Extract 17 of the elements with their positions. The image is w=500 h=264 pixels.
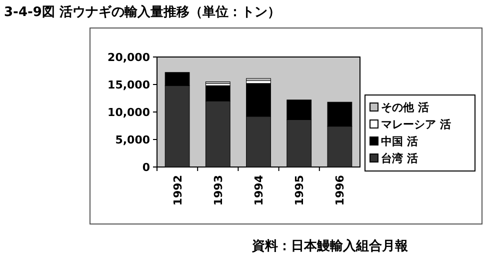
legend-label: マレーシア 活 [381,118,451,131]
title: 3-4-9図 活ウナギの輸入量推移（単位：トン） [4,5,280,20]
x-tick-label: 1992 [171,175,184,206]
y-tick-label: 20,000 [108,51,150,64]
legend-label: その他 活 [381,101,429,114]
text: 資料：日本鰻輸入組合月報 [251,238,409,254]
x-tick-label: 1996 [334,174,347,206]
y-tick-label: 0 [142,161,150,174]
y-tick-label: 15,000 [108,78,150,92]
x-tick-label: 1995 [293,175,306,206]
y-tick-label: 10,000 [108,106,150,119]
bar [246,78,271,81]
legend-label: 中国 活 [381,135,418,148]
y-tick-label: 5,000 [115,134,150,146]
legend-label: 台湾 活 [381,152,418,165]
x-tick-label: 1993 [212,175,225,206]
x-tick-label: 1994 [252,174,266,206]
